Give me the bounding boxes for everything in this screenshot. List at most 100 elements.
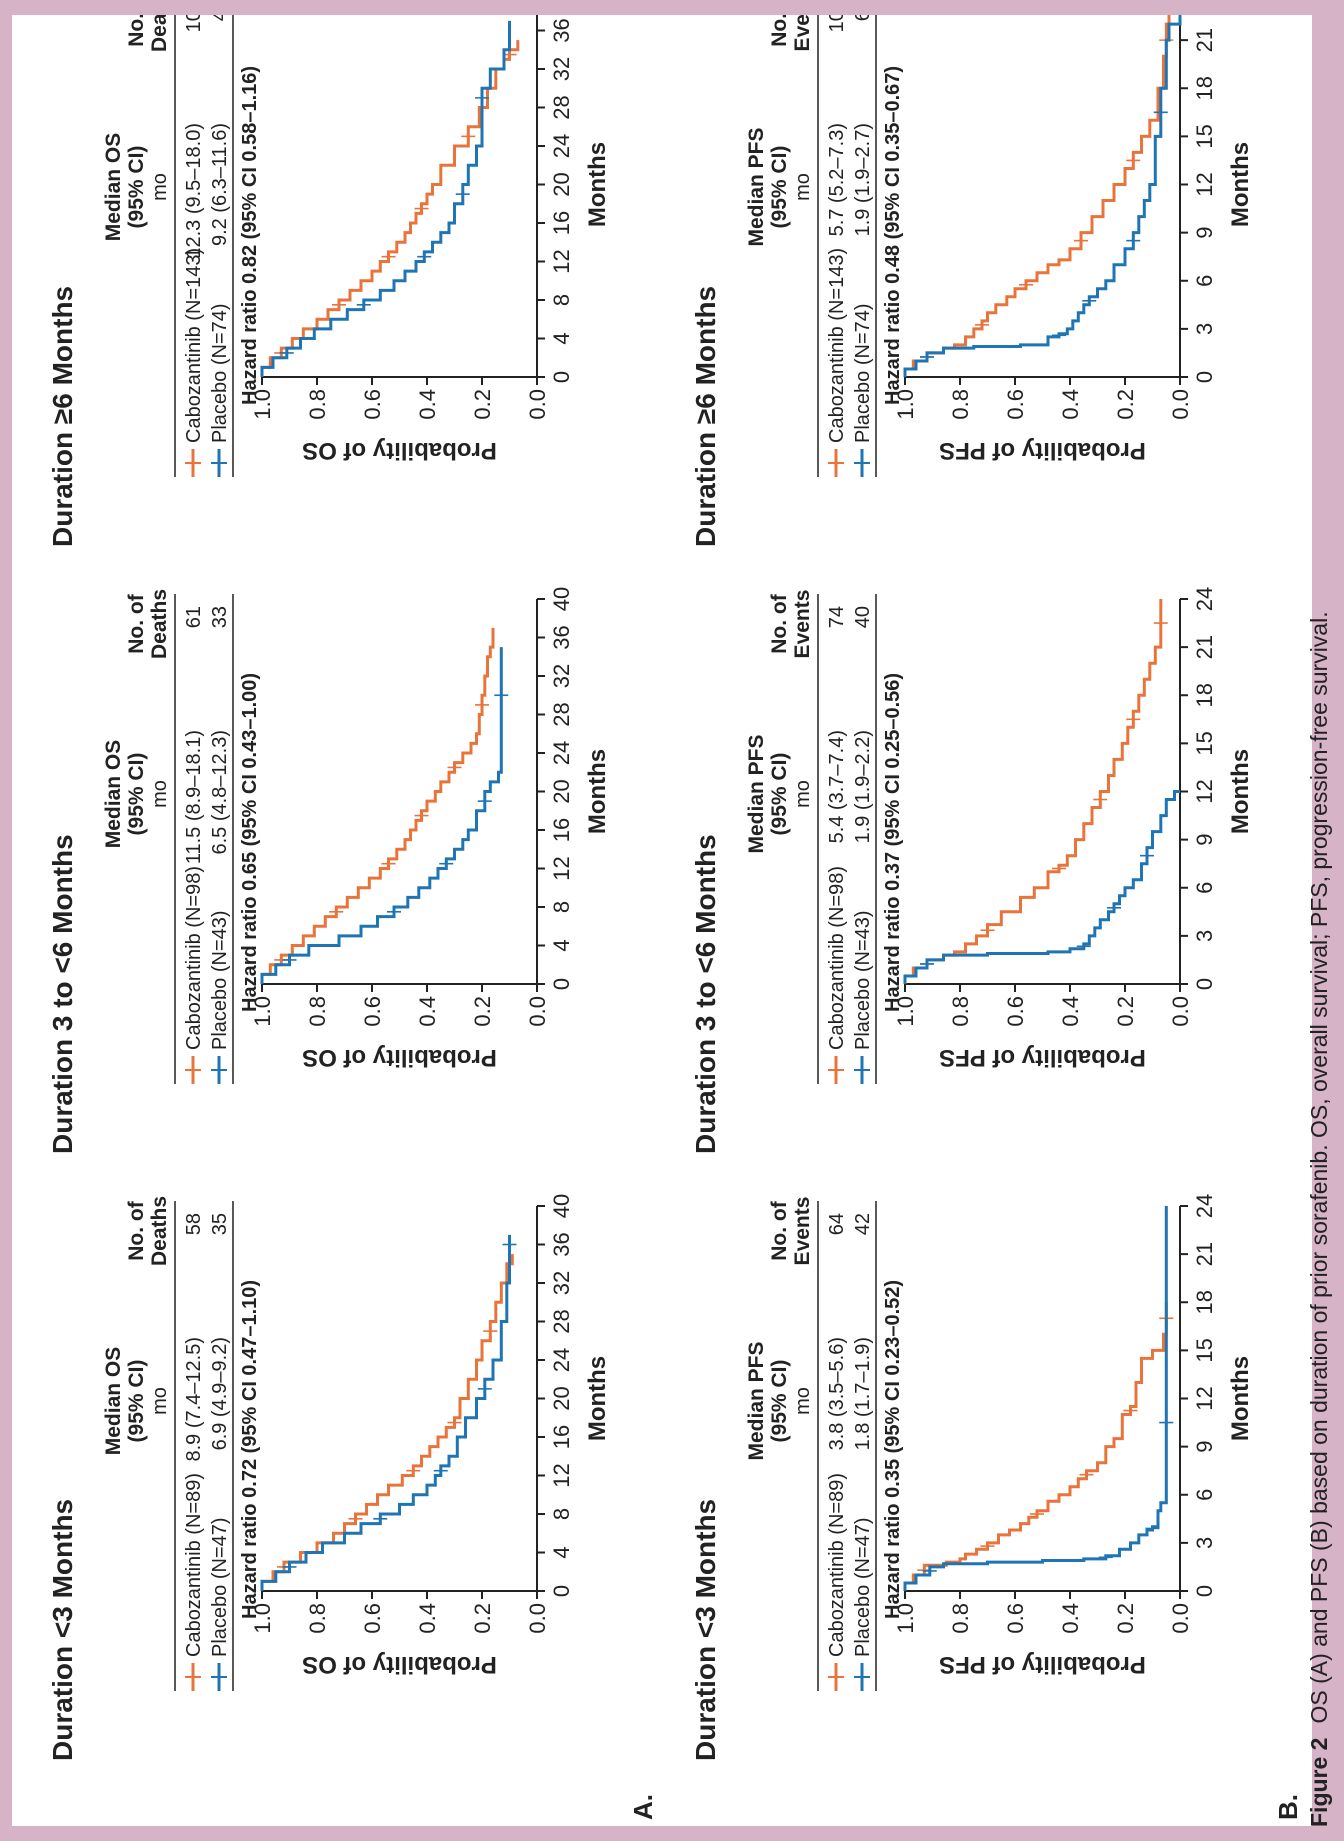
median-value: 11.5 (8.9–18.1) — [183, 730, 205, 864]
median-value: 1.9 (1.9–2.7) — [852, 123, 874, 236]
y-axis-label: Probability of PFS — [939, 437, 1146, 464]
events-value: 58 — [183, 1213, 205, 1235]
events-value: 61 — [183, 606, 205, 628]
x-tick-label: 8 — [549, 1508, 574, 1520]
x-tick-label: 4 — [549, 939, 574, 951]
y-axis-label: Probability of OS — [302, 1044, 497, 1071]
median-header: (95% CI) — [768, 1360, 791, 1443]
x-tick-label: 12 — [549, 1463, 574, 1487]
x-tick-label: 16 — [549, 818, 574, 842]
legend-entry: Cabozantinib (N=98) — [183, 866, 205, 1050]
events-header: Events — [791, 1197, 814, 1266]
legend-entry: Cabozantinib (N=143) — [183, 248, 205, 443]
km-chart-2: Duration 3 to <6 Months Median OS (95% CI)… — [47, 587, 611, 1154]
x-tick-label: 8 — [549, 901, 574, 913]
median-header: Median PFS — [745, 1341, 768, 1460]
median-header: Median PFS — [745, 734, 768, 853]
km-chart-5: Duration 3 to <6 Months Median PFS (95% CI… — [690, 587, 1254, 1154]
x-tick-label: 21 — [1192, 28, 1217, 52]
section-label-a: A. — [628, 1794, 658, 1820]
x-tick-label: 18 — [1192, 1290, 1217, 1314]
x-tick-label: 18 — [1192, 76, 1217, 100]
x-tick-label: 3 — [1192, 323, 1217, 335]
y-tick-label: 0.0 — [1168, 996, 1193, 1027]
chart-title: Duration 3 to <6 Months — [47, 834, 78, 1154]
x-tick-label: 36 — [549, 18, 574, 42]
median-header: (95% CI) — [768, 753, 791, 836]
x-tick-label: 3 — [1192, 1537, 1217, 1549]
median-value: 8.9 (7.4–12.5) — [183, 1337, 205, 1462]
y-tick-label: 0.2 — [1113, 996, 1138, 1027]
km-chart-4: Duration <3 Months Median PFS (95% CI) mo No… — [690, 1194, 1254, 1761]
y-tick-label: 0.8 — [948, 996, 973, 1027]
x-tick-label: 24 — [549, 741, 574, 765]
x-axis-label: Months — [584, 749, 611, 834]
x-tick-label: 12 — [1192, 779, 1217, 803]
median-value: 1.9 (1.9–2.2) — [852, 730, 874, 843]
x-tick-label: 32 — [549, 1271, 574, 1295]
x-tick-label: 12 — [549, 856, 574, 880]
x-tick-label: 4 — [549, 1546, 574, 1558]
median-value: 6.5 (4.8–12.3) — [209, 730, 231, 855]
y-tick-label: 0.8 — [305, 1603, 330, 1634]
x-tick-label: 28 — [549, 702, 574, 726]
chart-title: Duration <3 Months — [690, 1499, 721, 1761]
median-unit: mo — [149, 1387, 171, 1415]
hazard-ratio: Hazard ratio 0.65 (95% CI 0.43–1.00) — [239, 673, 261, 1012]
x-tick-label: 6 — [1192, 1489, 1217, 1501]
y-tick-label: 0.0 — [525, 996, 550, 1027]
x-tick-label: 6 — [1192, 882, 1217, 894]
y-tick-label: 0.4 — [415, 996, 440, 1027]
chart-title: Duration ≥6 Months — [47, 286, 78, 547]
events-value: 40 — [852, 606, 874, 628]
x-tick-label: 20 — [549, 172, 574, 196]
events-header: No. of — [125, 593, 148, 653]
x-tick-label: 16 — [549, 1425, 574, 1449]
y-tick-label: 0.2 — [1113, 1603, 1138, 1634]
median-header: Median PFS — [745, 127, 768, 246]
x-tick-label: 24 — [1192, 1194, 1217, 1218]
y-tick-label: 0.0 — [525, 389, 550, 420]
y-tick-label: 1.0 — [893, 1603, 918, 1634]
x-tick-label: 18 — [1192, 683, 1217, 707]
chart-title: Duration ≥6 Months — [690, 286, 721, 547]
events-value: 35 — [209, 1213, 231, 1235]
hazard-ratio: Hazard ratio 0.82 (95% CI 0.58–1.16) — [239, 66, 261, 405]
chart-title: Duration 3 to <6 Months — [690, 834, 721, 1154]
events-value: 33 — [209, 606, 231, 628]
x-axis-label: Months — [1227, 1356, 1254, 1441]
x-tick-label: 3 — [1192, 930, 1217, 942]
y-tick-label: 0.2 — [1113, 389, 1138, 420]
x-tick-label: 9 — [1192, 1441, 1217, 1453]
hazard-ratio: Hazard ratio 0.35 (95% CI 0.23–0.52) — [882, 1280, 904, 1619]
cabozantinib-curve — [260, 1254, 514, 1591]
median-unit: mo — [792, 173, 814, 201]
median-header: (95% CI) — [125, 1360, 148, 1443]
x-tick-label: 0 — [549, 371, 574, 383]
x-tick-label: 16 — [549, 211, 574, 235]
y-axis-label: Probability of OS — [302, 1651, 497, 1678]
km-chart-3: Duration ≥6 Months Median OS (95% CI) mo No.… — [47, 0, 611, 547]
y-tick-label: 0.6 — [1003, 996, 1028, 1027]
median-unit: mo — [792, 780, 814, 808]
events-value: 100 — [183, 15, 205, 32]
cabozantinib-curve — [260, 40, 520, 377]
events-value: 60 — [852, 15, 874, 21]
x-tick-label: 36 — [549, 625, 574, 649]
median-value: 1.8 (1.7–1.9) — [852, 1337, 874, 1450]
x-tick-label: 9 — [1192, 834, 1217, 846]
caption-text: OS (A) and PFS (B) based on duration of … — [1306, 611, 1332, 1724]
median-header: (95% CI) — [125, 753, 148, 836]
legend-entry: Cabozantinib (N=143) — [826, 248, 848, 443]
y-tick-label: 0.0 — [525, 1603, 550, 1634]
x-tick-label: 24 — [549, 1348, 574, 1372]
x-tick-label: 32 — [549, 664, 574, 688]
placebo-curve — [903, 790, 1180, 984]
x-tick-label: 15 — [1192, 124, 1217, 148]
hazard-ratio: Hazard ratio 0.37 (95% CI 0.25–0.56) — [882, 673, 904, 1012]
x-tick-label: 12 — [1192, 1386, 1217, 1410]
median-value: 12.3 (9.5–18.0) — [183, 123, 205, 259]
x-tick-label: 15 — [1192, 1338, 1217, 1362]
